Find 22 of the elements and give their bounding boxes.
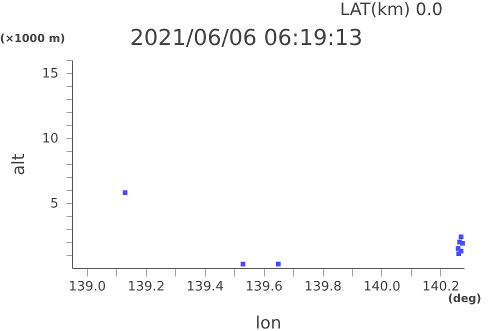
chart-subtitle: LAT(km) 0.0	[340, 0, 443, 20]
text: (×1000 m)	[0, 32, 66, 45]
x-tick-label: 139.6	[245, 280, 283, 294]
point	[240, 262, 246, 266]
x-tick-label: 139.4	[186, 280, 224, 294]
point	[458, 234, 464, 240]
chart-title: 2021/06/06 06:19:13	[130, 26, 363, 51]
point	[122, 190, 128, 195]
x-tick-label: 139.8	[304, 280, 342, 294]
text: (deg)	[448, 292, 482, 305]
point	[460, 240, 465, 246]
x-tick-label: 139.2	[128, 280, 165, 294]
point	[276, 262, 281, 266]
x-tick-label: 139.0	[68, 280, 106, 294]
y-tick-label: 10	[42, 132, 58, 146]
y-axis-title: alt	[8, 153, 29, 176]
x-axis-title: lon	[256, 314, 282, 331]
y-tick-label: 5	[50, 196, 58, 212]
x-tick-label: 140.0	[363, 280, 401, 294]
x-tick-label: 140.2	[422, 280, 460, 294]
y-tick-label: 15	[42, 66, 58, 82]
point	[456, 251, 462, 256]
